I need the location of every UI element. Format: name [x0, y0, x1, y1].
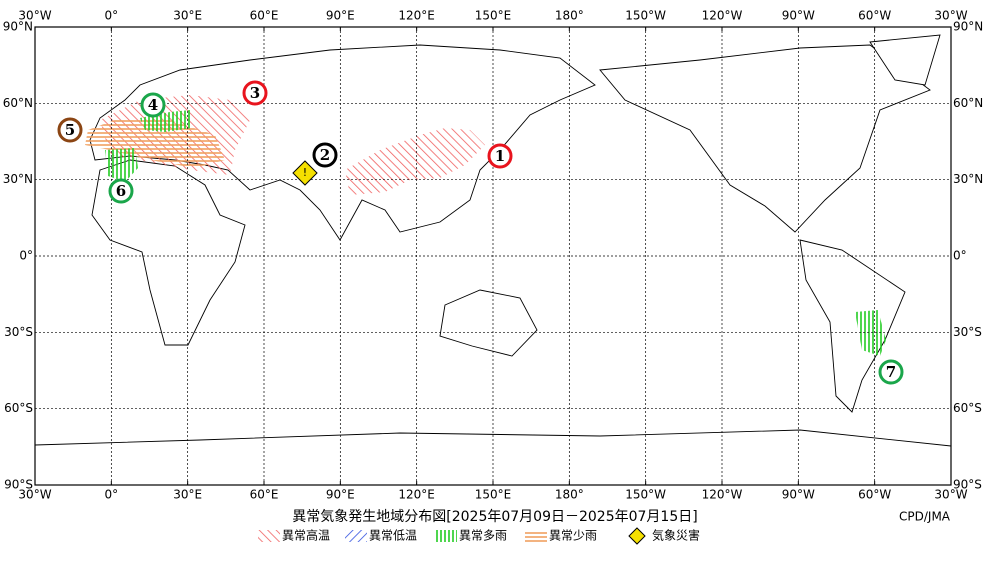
anomaly-areas	[85, 95, 886, 356]
marker-label: 3	[250, 84, 260, 102]
marker-label: 6	[116, 182, 126, 200]
lat-label: 30°S	[4, 325, 33, 339]
lat-label: 60°S	[953, 401, 982, 415]
map-title: 異常気象発生地域分布図[2025年07月09日－2025年07月15日]	[292, 509, 697, 525]
marker-label: 5	[65, 121, 75, 139]
disaster-marker: !	[292, 160, 318, 186]
legend-swatch	[258, 530, 280, 542]
lat-label: 90°S	[953, 478, 982, 492]
region-markers: 1 2 3 4 5 6 7	[57, 80, 904, 385]
lon-label: 60°E	[250, 488, 279, 502]
marker-circle	[108, 178, 134, 204]
lat-label: 30°N	[3, 172, 33, 186]
lon-label: 60°W	[858, 488, 891, 502]
legend-label: 異常低温	[369, 529, 417, 543]
marker-circle	[242, 80, 268, 106]
legend: 異常高温 異常低温 異常多雨 異常少雨 気象災害	[258, 527, 700, 545]
lon-label: 150°W	[625, 9, 666, 23]
legend-label: 異常少雨	[549, 529, 597, 543]
marker-circle	[140, 92, 166, 118]
graticule	[34, 27, 952, 485]
south-america	[799, 239, 906, 413]
lon-label: 150°E	[475, 9, 512, 23]
lat-label: 60°S	[4, 401, 33, 415]
africa	[91, 159, 246, 346]
lat-label: 30°S	[953, 325, 982, 339]
lon-label: 0°	[105, 488, 119, 502]
legend-swatch	[525, 530, 547, 542]
lon-label: 30°E	[173, 9, 202, 23]
lon-label: 90°W	[782, 9, 815, 23]
north-america	[599, 44, 931, 233]
lon-label: 150°E	[475, 488, 512, 502]
wet-area	[105, 148, 138, 182]
legend-swatch	[628, 527, 646, 545]
greenland	[869, 34, 941, 86]
lon-label: 90°E	[326, 9, 355, 23]
lon-label: 30°W	[18, 9, 51, 23]
legend-label: 気象災害	[652, 528, 700, 543]
australia	[439, 289, 538, 357]
lat-label: 90°N	[3, 20, 33, 34]
lat-label: 60°N	[953, 96, 983, 110]
dry-area	[85, 118, 225, 168]
legend-swatch	[345, 530, 367, 542]
lon-label: 30°W	[934, 9, 967, 23]
lat-label: 0°	[953, 249, 967, 263]
marker-label: 1	[495, 147, 505, 165]
lon-label: 60°E	[250, 9, 279, 23]
lat-label: 30°N	[953, 172, 983, 186]
marker-label: 2	[320, 146, 330, 164]
lat-label: 90°S	[4, 478, 33, 492]
lon-label: 180°	[555, 488, 584, 502]
coordinate-labels: 30°W30°W0°0°30°E30°E60°E60°E90°E90°E120°…	[3, 9, 984, 502]
lon-label: 60°W	[858, 9, 891, 23]
legend-label: 異常高温	[282, 528, 330, 543]
legend-swatch	[435, 530, 457, 542]
marker-circle	[878, 359, 904, 385]
marker-label: 7	[886, 363, 896, 381]
lon-label: 0°	[105, 9, 119, 23]
lon-label: 30°W	[18, 488, 51, 502]
lon-label: 30°W	[934, 488, 967, 502]
wet-area	[855, 310, 886, 356]
marker-circle	[57, 117, 83, 143]
credit: CPD/JMA	[899, 510, 951, 524]
lat-label: 60°N	[3, 96, 33, 110]
lon-label: 90°W	[782, 488, 815, 502]
marker-circle	[312, 142, 338, 168]
lon-label: 120°E	[398, 488, 435, 502]
lat-label: 90°N	[953, 20, 983, 34]
lat-label: 0°	[19, 249, 33, 263]
lon-label: 120°W	[702, 9, 743, 23]
disaster-symbol: !	[303, 166, 307, 179]
map-frame	[34, 26, 952, 486]
lon-label: 30°E	[173, 488, 202, 502]
lon-label: 120°E	[398, 9, 435, 23]
legend-label: 異常多雨	[459, 529, 507, 543]
marker-circle	[487, 143, 513, 169]
lon-label: 90°E	[326, 488, 355, 502]
lon-label: 120°W	[702, 488, 743, 502]
marker-label: 4	[148, 96, 158, 114]
lon-label: 150°W	[625, 488, 666, 502]
hot-area	[345, 128, 485, 195]
lon-label: 180°	[555, 9, 584, 23]
